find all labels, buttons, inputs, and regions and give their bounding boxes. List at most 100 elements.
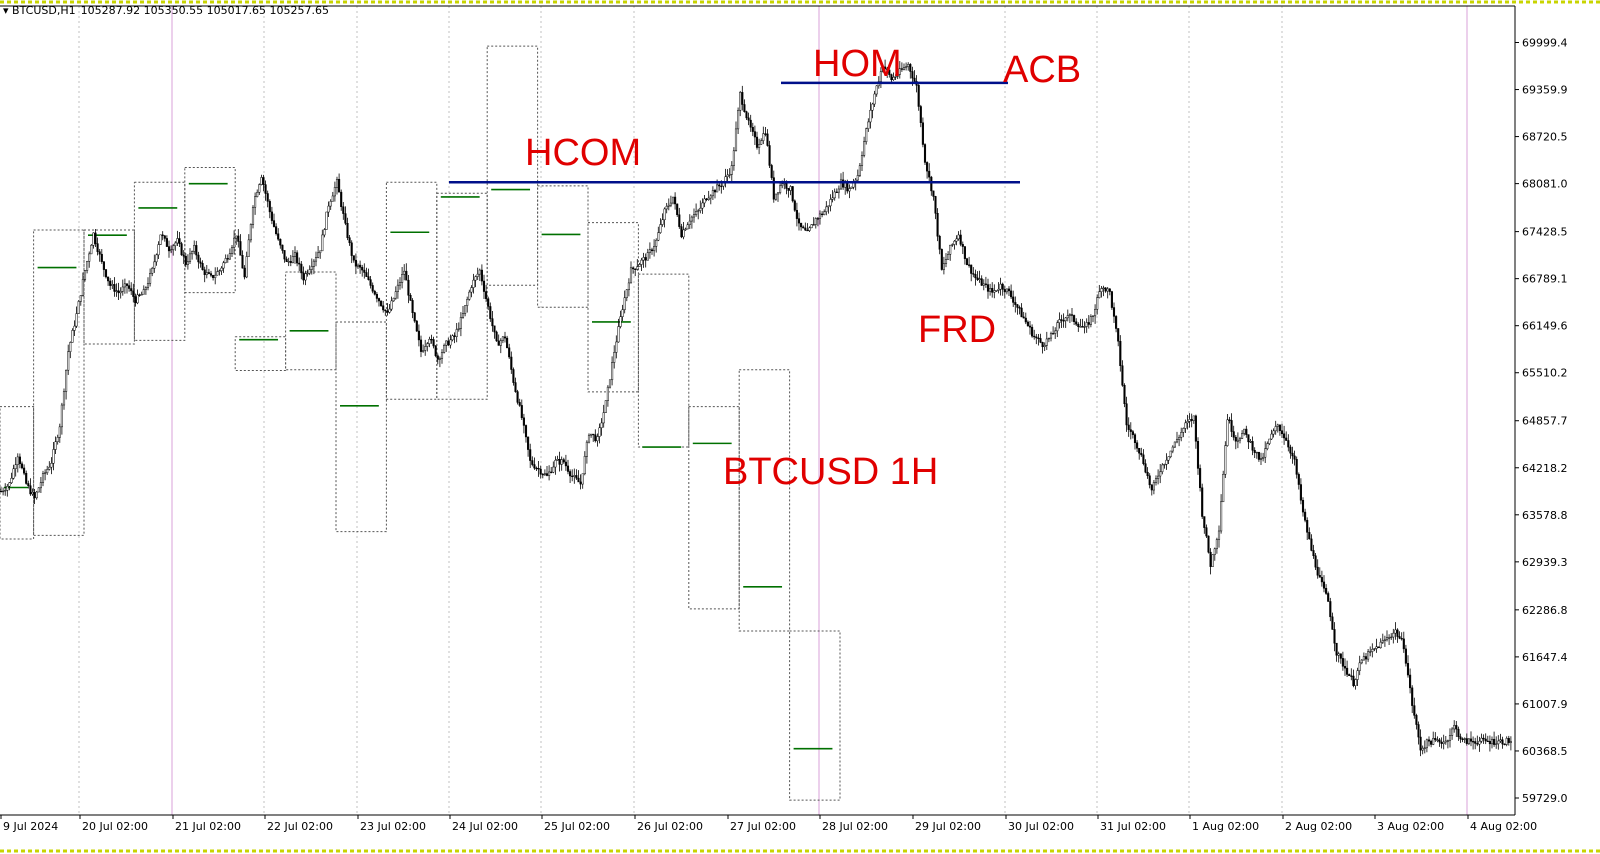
candle-body — [1192, 415, 1195, 421]
candle — [678, 207, 681, 229]
candle-body — [548, 471, 551, 476]
candle — [776, 192, 780, 202]
candle — [1427, 736, 1431, 747]
candle — [1486, 735, 1489, 743]
candle — [69, 341, 72, 359]
candle — [991, 282, 994, 298]
candle — [539, 465, 542, 479]
candle — [346, 217, 349, 241]
candle-body — [1472, 741, 1475, 743]
candle-body — [455, 329, 458, 337]
candle — [982, 279, 985, 291]
candle — [176, 230, 179, 247]
candle — [594, 429, 597, 443]
candle-body — [1377, 646, 1380, 649]
candle-body — [1167, 456, 1170, 461]
candle-body — [1085, 322, 1088, 327]
candle — [1188, 413, 1191, 428]
candle-body — [203, 269, 206, 275]
candle-body — [1138, 447, 1141, 454]
candle-body — [1043, 345, 1046, 348]
candle-body — [1148, 475, 1151, 486]
candle-body — [1436, 739, 1439, 741]
candle-body — [812, 224, 815, 226]
candle-body — [821, 213, 824, 216]
candle-body — [1442, 741, 1445, 744]
candle-body — [388, 308, 391, 313]
candle-body — [1448, 735, 1452, 741]
candle-body — [602, 412, 605, 424]
candle-body — [1112, 307, 1116, 317]
candle-body — [1497, 740, 1500, 745]
candle — [417, 324, 420, 347]
candle-body — [1247, 434, 1250, 443]
candle — [747, 112, 750, 126]
candle-body — [361, 267, 364, 271]
candle-body — [965, 258, 969, 266]
candle-body — [581, 473, 584, 485]
candle — [331, 191, 334, 202]
candle-body — [1154, 478, 1158, 483]
candle-body — [270, 211, 273, 221]
candle — [522, 413, 525, 434]
time-tick-label: 29 Jul 02:00 — [915, 820, 981, 833]
candle-body — [520, 405, 523, 419]
candle-body — [228, 253, 231, 260]
candle — [426, 342, 429, 352]
candle-body — [109, 280, 112, 286]
candle-body — [52, 449, 55, 464]
candle-body — [1196, 441, 1200, 469]
candle — [1209, 548, 1212, 575]
candle — [703, 195, 706, 208]
candle-body — [575, 475, 578, 479]
candle-body — [806, 229, 809, 232]
candle — [329, 199, 332, 210]
price-tick-label: 60368.5 — [1522, 745, 1568, 758]
candle — [411, 298, 414, 319]
candle-body — [1136, 442, 1139, 449]
candle — [821, 211, 824, 218]
candle — [1322, 575, 1326, 593]
candle — [1369, 646, 1372, 657]
candle — [424, 339, 427, 356]
candle — [191, 250, 194, 260]
candle — [1404, 644, 1407, 667]
candle — [1327, 591, 1330, 602]
candle-body — [1064, 317, 1067, 322]
candle — [394, 286, 397, 300]
candle-body — [440, 352, 444, 359]
candle-body — [863, 141, 866, 156]
candle — [1341, 651, 1344, 671]
candle — [1165, 453, 1168, 470]
candle-body — [615, 341, 618, 353]
candle — [466, 296, 469, 313]
candle-body — [1115, 316, 1118, 329]
candle — [1377, 646, 1380, 649]
candle-body — [919, 106, 922, 123]
candle-body — [1024, 317, 1027, 323]
candle-body — [461, 313, 465, 318]
candle-body — [48, 466, 51, 470]
header-ohlc: 105287.92 105350.55 105017.65 105257.65 — [81, 4, 329, 17]
candle — [476, 267, 479, 280]
candle-body — [1503, 743, 1506, 746]
candle-body — [1184, 422, 1187, 429]
candle — [791, 186, 794, 203]
candle-body — [642, 257, 645, 261]
candle — [936, 208, 939, 242]
candle-body — [155, 254, 158, 263]
candle-body — [953, 240, 956, 245]
candle — [117, 282, 120, 301]
candle — [680, 223, 683, 239]
candle-body — [1375, 646, 1378, 649]
candle-body — [201, 263, 204, 271]
candle — [356, 263, 360, 269]
candle — [989, 283, 992, 296]
candle — [1262, 452, 1265, 462]
candle — [1413, 697, 1416, 719]
candle — [81, 272, 84, 297]
candle-body — [865, 128, 868, 142]
candle-body — [873, 93, 876, 105]
candle — [1490, 736, 1494, 749]
